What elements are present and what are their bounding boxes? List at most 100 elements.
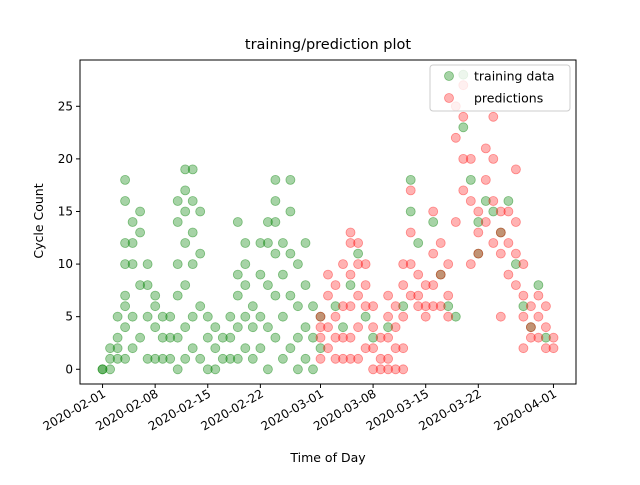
data-point [390,343,401,354]
data-point [120,196,130,206]
data-point [473,248,484,259]
data-point [308,301,318,312]
data-point [97,364,108,375]
data-point [398,301,409,312]
series-training-data [97,69,551,375]
data-point [368,343,379,354]
data-point [488,196,499,206]
data-point [360,280,371,291]
y-tick-label: 10 [58,257,73,271]
data-point [413,269,424,280]
data-point [255,269,266,280]
data-point [495,227,506,238]
data-point [345,332,356,343]
data-point [240,311,251,322]
data-point [202,332,213,343]
data-point [127,238,138,248]
data-point [127,259,138,270]
data-point [345,227,356,238]
data-point [360,259,371,270]
data-point [112,311,123,322]
data-point [383,322,394,333]
data-point [541,332,551,343]
data-point [458,153,469,164]
data-point [142,280,153,291]
data-point [330,332,341,343]
data-point [428,217,439,227]
data-point [526,322,536,333]
data-point [465,174,476,185]
series-predictions [315,80,559,375]
data-point [420,311,431,322]
data-point [360,301,371,312]
data-point [210,343,221,354]
legend-marker [444,71,454,81]
data-point [262,238,273,248]
data-point [405,259,416,270]
data-point [277,269,288,280]
data-point [180,206,191,217]
data-point [135,280,146,291]
data-point [157,353,168,364]
data-point [308,332,318,343]
data-point [202,311,213,322]
data-point [533,311,544,322]
data-point [428,206,439,217]
data-point [277,238,288,248]
data-point [135,227,146,238]
data-point [503,196,514,206]
data-point [398,280,409,291]
data-point [375,364,386,375]
data-point [345,238,356,248]
data-point [180,238,191,248]
data-point [353,290,364,301]
y-tick-label: 15 [58,204,73,218]
data-point [172,259,183,270]
data-point [180,185,191,196]
data-point [511,164,521,175]
data-point [428,248,439,259]
legend: training data predictions [429,64,571,112]
data-point [187,227,198,238]
data-point [495,227,506,238]
data-point [450,217,461,227]
data-point [473,248,484,259]
data-point [120,174,130,185]
data-point [533,280,544,291]
y-axis-label: Cycle Count [31,183,46,258]
data-point [285,174,296,185]
y-tick-label: 5 [65,310,73,324]
data-point [443,290,454,301]
data-point [225,353,236,364]
data-point [150,322,161,333]
data-point [135,206,146,217]
data-point [413,290,424,301]
data-point [323,343,333,354]
data-point [225,311,236,322]
data-point [120,259,130,270]
data-point [458,185,469,196]
data-point [232,322,243,333]
data-point [420,301,431,312]
data-point [315,353,326,364]
data-point [270,332,281,343]
y-tick-label: 20 [58,152,73,166]
data-point [300,322,311,333]
data-point [120,301,130,312]
data-point [518,301,529,312]
data-point [300,238,311,248]
data-point [435,238,446,248]
data-point [518,343,529,354]
data-point [135,332,146,343]
data-point [360,311,371,322]
data-point [353,259,364,270]
data-point [187,164,198,175]
data-point [195,353,206,364]
data-point [315,311,326,322]
data-point [105,343,115,354]
data-point [240,343,251,354]
plot-area [79,59,577,385]
data-point [488,153,499,164]
data-point [292,364,303,375]
data-point [398,259,409,270]
